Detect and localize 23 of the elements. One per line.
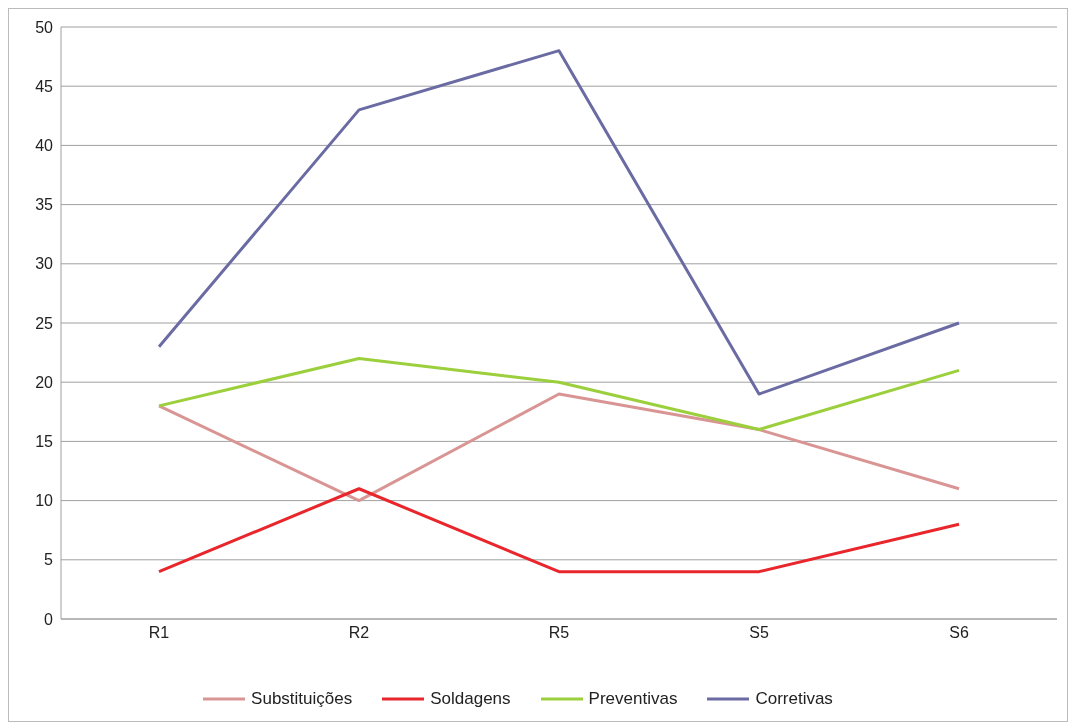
y-tick-label: 0 (44, 610, 54, 628)
y-tick-label: 45 (35, 77, 54, 95)
x-tick-label: R1 (148, 624, 170, 642)
y-tick-label: 15 (35, 433, 54, 451)
line-series (157, 49, 961, 396)
y-tick-label: 5 (44, 551, 54, 569)
legend-label: Preventivas (587, 689, 678, 709)
line-series (157, 357, 961, 432)
x-tick-label: R2 (348, 624, 370, 642)
y-tick-label: 50 (35, 18, 54, 36)
x-tick-label: S6 (949, 624, 969, 642)
y-tick-label: 30 (35, 255, 54, 273)
y-tick-label: 35 (35, 196, 54, 214)
y-tick-label: 25 (35, 314, 54, 332)
x-tick-label: R5 (548, 624, 570, 642)
y-tick-label: 10 (35, 492, 54, 510)
x-tick-label: S5 (749, 624, 769, 642)
y-tick-label: 40 (35, 137, 54, 155)
y-tick-label: 20 (35, 373, 54, 391)
legend-label: Corretivas (754, 689, 833, 709)
legend-label: Substituições (250, 689, 353, 709)
line-series (157, 392, 961, 503)
legend-label: Soldagens (429, 689, 511, 709)
